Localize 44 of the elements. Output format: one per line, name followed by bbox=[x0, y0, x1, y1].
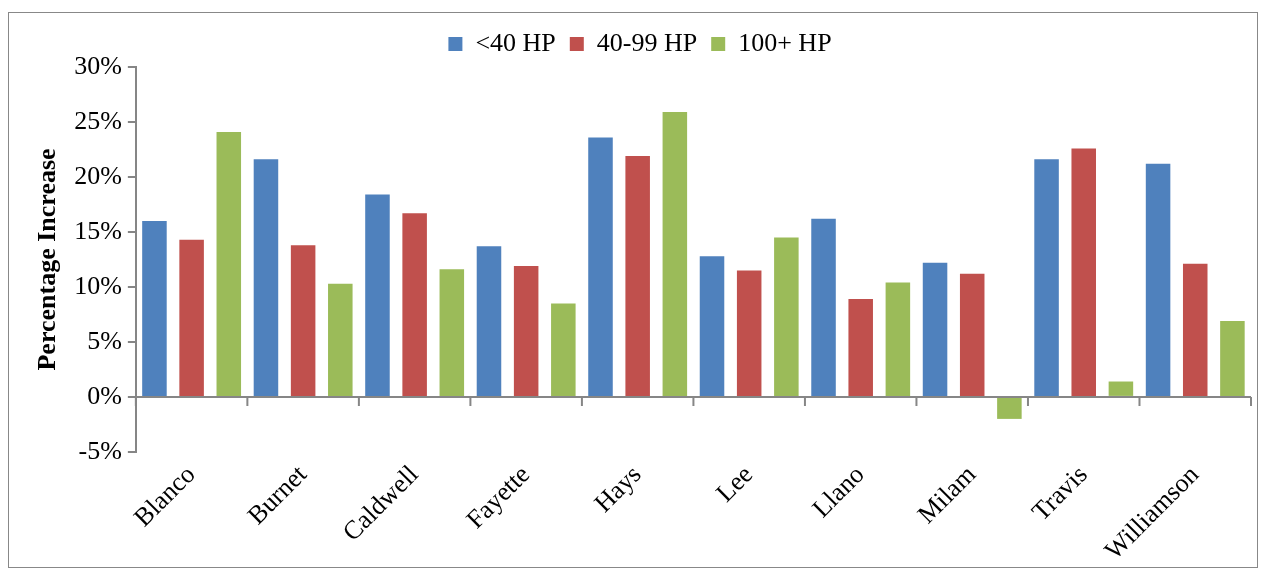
y-tick-label: -5% bbox=[78, 435, 122, 465]
y-tick-label: 0% bbox=[87, 380, 122, 410]
bar bbox=[290, 245, 316, 396]
bar bbox=[922, 262, 948, 396]
bar bbox=[736, 270, 762, 396]
bar bbox=[885, 282, 911, 396]
bar bbox=[848, 299, 873, 396]
bar bbox=[365, 194, 390, 396]
bar bbox=[1034, 159, 1059, 396]
bar bbox=[1108, 381, 1134, 396]
bar bbox=[699, 256, 725, 396]
bar bbox=[811, 218, 836, 396]
bar bbox=[253, 159, 279, 396]
bar bbox=[142, 220, 167, 396]
y-tick-label: 30% bbox=[74, 50, 122, 80]
bar bbox=[402, 213, 427, 396]
y-tick-label: 5% bbox=[87, 325, 122, 355]
y-tick-label: 10% bbox=[74, 270, 122, 300]
x-tick-label: Lee bbox=[710, 459, 759, 508]
bar bbox=[1145, 163, 1171, 396]
bar bbox=[328, 283, 353, 396]
bar bbox=[439, 269, 465, 396]
y-tick-label: 20% bbox=[74, 160, 122, 190]
bar bbox=[1071, 148, 1096, 396]
legend-label: <40 HP bbox=[475, 27, 556, 57]
bar bbox=[551, 303, 576, 396]
bar bbox=[959, 273, 985, 396]
bar bbox=[588, 137, 613, 396]
bar bbox=[997, 397, 1022, 419]
y-axis-title: Percentage Increase bbox=[32, 148, 62, 371]
y-tick-label: 15% bbox=[74, 215, 122, 245]
bar bbox=[1182, 263, 1208, 396]
bar bbox=[179, 239, 204, 396]
bar bbox=[625, 156, 650, 396]
y-tick-label: 25% bbox=[74, 105, 122, 135]
legend-label: 40-99 HP bbox=[596, 27, 698, 57]
bar bbox=[1220, 321, 1245, 396]
bar bbox=[216, 131, 242, 396]
bar bbox=[662, 112, 688, 396]
bar bbox=[513, 266, 539, 396]
bar bbox=[476, 246, 502, 396]
bar bbox=[774, 237, 799, 396]
x-tick-label: Hays bbox=[588, 459, 647, 518]
legend-label: 100+ HP bbox=[738, 27, 832, 57]
